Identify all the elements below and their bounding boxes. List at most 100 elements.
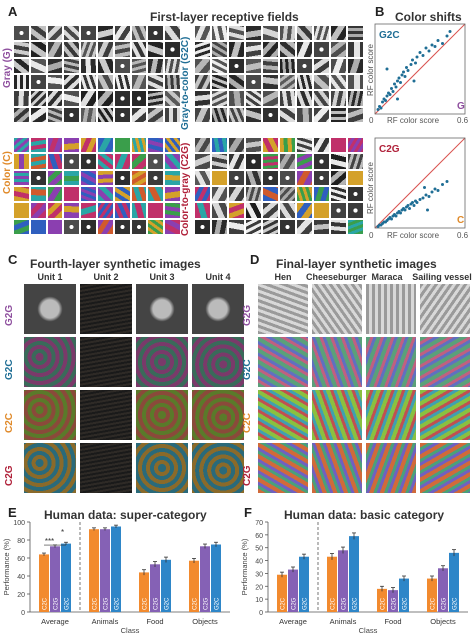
bar-c2c bbox=[327, 556, 337, 612]
scatter-point bbox=[445, 180, 449, 183]
receptive-field-tile bbox=[348, 107, 363, 122]
fourth-layer-image bbox=[136, 443, 188, 493]
receptive-field-tile bbox=[98, 107, 113, 122]
receptive-field-tile bbox=[229, 58, 244, 73]
receptive-field-tile bbox=[212, 42, 227, 57]
col-hen: Hen bbox=[274, 272, 292, 282]
bar-series-label: G2C bbox=[353, 597, 359, 610]
receptive-field-tile bbox=[81, 58, 96, 73]
receptive-field-tile bbox=[81, 203, 96, 218]
receptive-field-tile bbox=[195, 186, 210, 202]
receptive-field-tile bbox=[212, 170, 227, 185]
panel-d-title: Final-layer synthetic images bbox=[276, 257, 437, 271]
fourth-layer-image bbox=[192, 443, 244, 493]
scatter-point bbox=[418, 198, 422, 201]
receptive-field-tile bbox=[114, 154, 130, 169]
row-label-c2g: Color-to-gray (C2G) bbox=[180, 142, 191, 236]
receptive-field-tile bbox=[131, 219, 147, 234]
scatter-point bbox=[388, 93, 392, 96]
receptive-field-tile bbox=[212, 219, 227, 234]
receptive-field-tile bbox=[47, 26, 63, 41]
scatter-point bbox=[379, 106, 383, 110]
receptive-field-tile bbox=[246, 58, 261, 73]
receptive-field-tile bbox=[331, 203, 346, 218]
receptive-field-tile bbox=[229, 42, 244, 57]
receptive-field-tile bbox=[280, 154, 295, 169]
bar-series-label: C2C bbox=[381, 597, 387, 610]
receptive-field-tile bbox=[148, 154, 164, 169]
receptive-field-tile bbox=[348, 58, 363, 73]
receptive-field-tile bbox=[114, 26, 130, 41]
final-layer-image bbox=[366, 284, 416, 334]
receptive-field-tile bbox=[348, 74, 363, 90]
receptive-field-tile bbox=[14, 154, 29, 169]
receptive-field-tile bbox=[348, 91, 363, 106]
fourth-layer-image bbox=[80, 284, 132, 334]
panel-b-letter: B bbox=[375, 4, 385, 19]
receptive-field-tile bbox=[165, 42, 180, 57]
receptive-field-tile bbox=[131, 26, 147, 41]
panel-c-title: Fourth-layer synthetic images bbox=[30, 257, 201, 271]
receptive-field-tile bbox=[246, 186, 261, 202]
receptive-field-tile bbox=[246, 74, 261, 90]
y-tick-label: 50 bbox=[255, 546, 263, 553]
receptive-field-tile bbox=[81, 186, 96, 202]
scatter-g2c-xmax: 0.6 bbox=[457, 116, 469, 125]
bar-series-label: C2C bbox=[143, 597, 149, 610]
receptive-field-tile bbox=[14, 42, 29, 57]
receptive-field-tile bbox=[98, 91, 113, 106]
receptive-field-tile bbox=[98, 58, 113, 73]
receptive-field-tile bbox=[131, 91, 147, 106]
receptive-field-tile bbox=[148, 74, 164, 90]
scatter-point bbox=[406, 69, 410, 72]
receptive-field-tile bbox=[81, 42, 96, 57]
receptive-field-tile bbox=[280, 26, 295, 41]
scatter-point bbox=[390, 217, 393, 221]
x-axis-label: Class bbox=[359, 626, 378, 634]
rf-grid-color bbox=[14, 138, 180, 234]
scatter-g2c-corner: G bbox=[457, 101, 465, 112]
receptive-field-tile bbox=[229, 186, 244, 202]
scatter-point bbox=[409, 63, 413, 66]
scatter-g2c: RF color score G2C G 0 RF color score 0.… bbox=[366, 23, 469, 125]
significance-marker: * bbox=[61, 528, 64, 537]
scatter-point bbox=[421, 54, 425, 57]
scatter-point bbox=[445, 34, 449, 38]
category-label: Food bbox=[146, 617, 163, 626]
receptive-field-tile bbox=[246, 91, 261, 106]
receptive-field-tile bbox=[263, 42, 278, 57]
receptive-field-tile bbox=[14, 26, 29, 41]
receptive-field-tile bbox=[47, 203, 63, 218]
y-tick-label: 0 bbox=[259, 610, 263, 617]
receptive-field-tile bbox=[314, 58, 329, 73]
receptive-field-tile bbox=[114, 58, 130, 73]
c-row-c2c: C2C bbox=[4, 412, 15, 433]
receptive-field-tile bbox=[331, 42, 346, 57]
receptive-field-tile bbox=[131, 170, 147, 185]
x-axis-label: Class bbox=[121, 626, 140, 634]
bar-g2c bbox=[349, 536, 359, 612]
scatter-point bbox=[418, 51, 422, 54]
bar-series-label: C2G bbox=[392, 597, 398, 610]
receptive-field-tile bbox=[165, 203, 180, 218]
receptive-field-tile bbox=[212, 58, 227, 73]
receptive-field-tile bbox=[195, 74, 210, 90]
fourth-layer-image bbox=[136, 337, 188, 387]
receptive-field-tile bbox=[314, 26, 329, 41]
bar-series-label: C2C bbox=[331, 597, 337, 610]
receptive-field-tile bbox=[314, 138, 329, 153]
receptive-field-tile bbox=[30, 74, 46, 90]
receptive-field-tile bbox=[348, 186, 363, 202]
receptive-field-tile bbox=[14, 91, 29, 106]
scatter-point bbox=[411, 58, 414, 62]
receptive-field-tile bbox=[47, 74, 63, 90]
scatter-point bbox=[448, 30, 452, 33]
scatter-point bbox=[394, 85, 398, 89]
panel-d-letter: D bbox=[250, 252, 260, 267]
scatter-point bbox=[402, 70, 405, 74]
bar-series-label: C2G bbox=[292, 597, 298, 610]
receptive-field-tile bbox=[165, 154, 180, 169]
bar-g2c bbox=[111, 526, 121, 612]
row-label-gray: Gray (G) bbox=[2, 47, 13, 88]
receptive-field-tile bbox=[212, 203, 227, 218]
